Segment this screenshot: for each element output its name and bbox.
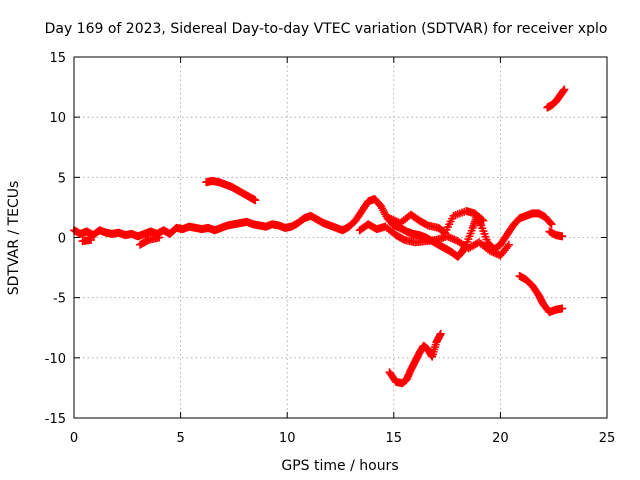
y-tick-labels: 15 10 5 0 -5 -10 -15 [45, 51, 66, 427]
x-tick-label: 5 [176, 431, 184, 446]
y-tick-label: -10 [45, 352, 66, 367]
y-tick-label: 0 [58, 232, 66, 247]
data-point-fill [387, 215, 396, 224]
series-lower-band [78, 220, 513, 260]
series-arc-upper-right [543, 85, 569, 112]
y-axis-label: SDTVAR / TECUs [6, 181, 22, 296]
data-point [436, 329, 445, 338]
series-arc-upper-left [202, 176, 260, 205]
series-arc-lower-middle [385, 329, 445, 388]
x-tick-label: 10 [279, 431, 296, 446]
data-point-fill [448, 234, 457, 243]
x-tick-label: 15 [386, 431, 403, 446]
y-tick-label: -15 [45, 412, 66, 427]
x-tick-label: 0 [70, 431, 78, 446]
data-point-fill [487, 247, 496, 256]
data-point-fill [390, 216, 399, 225]
y-tick-label: -5 [53, 292, 66, 307]
x-axis-label: GPS time / hours [281, 458, 398, 474]
data-point [485, 246, 494, 255]
data-point [385, 214, 394, 223]
data-point [504, 240, 513, 249]
y-tick-label: 5 [58, 171, 66, 186]
data-point [251, 196, 260, 205]
data-point [558, 304, 567, 313]
data-point-fill [503, 242, 512, 251]
data-point [547, 220, 556, 229]
data-point-fill [546, 219, 555, 228]
data-point-fill [477, 215, 486, 224]
x-tick-label: 25 [599, 431, 616, 446]
data-point-fill [444, 233, 453, 242]
data-point [155, 233, 164, 242]
y-tick-label: 15 [49, 51, 66, 66]
x-tick-labels: 0 5 10 15 20 25 [70, 431, 615, 446]
y-tick-label: 10 [49, 111, 66, 126]
data-points [70, 85, 569, 388]
chart-title: Day 169 of 2023, Sidereal Day-to-day VTE… [45, 21, 608, 37]
data-point-fill [389, 215, 398, 224]
x-tick-label: 20 [492, 431, 509, 446]
plot-frame [73, 56, 608, 419]
data-point-fill [489, 248, 498, 257]
series-main-band [70, 194, 556, 261]
data-point [479, 216, 488, 225]
data-point [560, 85, 569, 94]
series-arc-lower-right [515, 272, 567, 317]
series-upper-band [385, 207, 567, 241]
data-point-fill [491, 249, 500, 258]
data-point [87, 235, 96, 244]
data-point-fill [446, 233, 455, 242]
data-point [558, 232, 567, 241]
data-point-fill [450, 235, 459, 244]
